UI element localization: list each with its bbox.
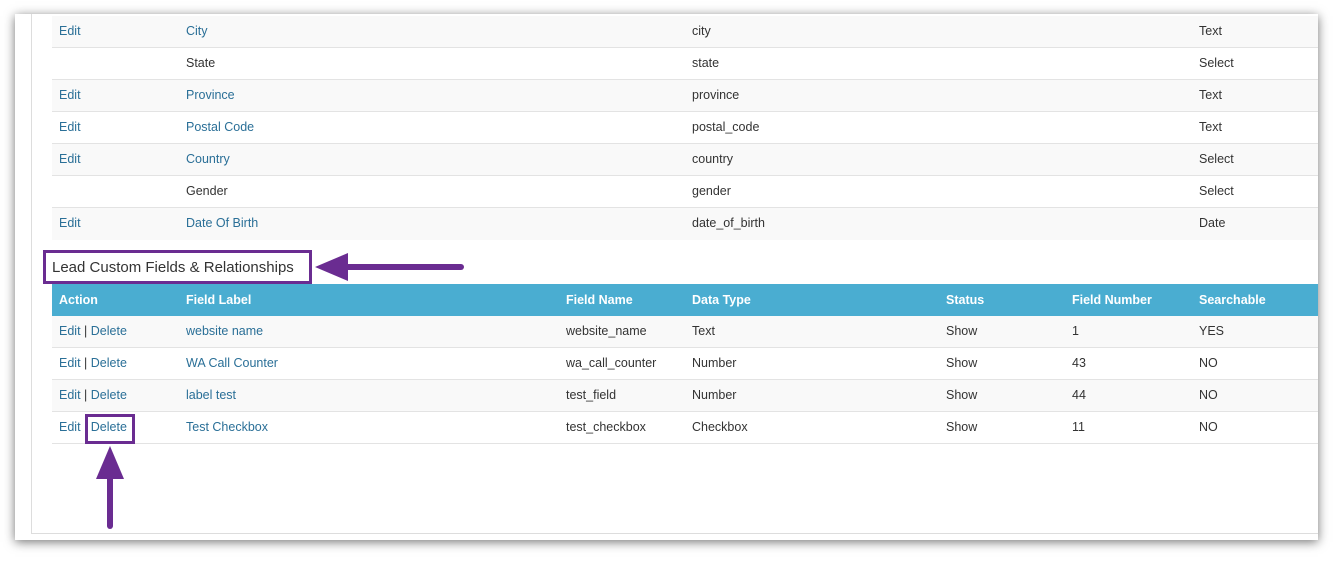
- field-number: 11: [1072, 420, 1085, 434]
- status: Show: [946, 356, 978, 370]
- action-separator: |: [84, 388, 88, 402]
- field-label-link[interactable]: website name: [186, 324, 264, 338]
- custom-fields-table: Edit | Delete website name website_name …: [52, 316, 1318, 444]
- delete-link[interactable]: Delete: [90, 356, 127, 370]
- data-type: Number: [692, 356, 737, 370]
- field-label-link[interactable]: Country: [186, 152, 230, 166]
- field-label-link[interactable]: Date Of Birth: [186, 216, 259, 230]
- field-name: city: [692, 24, 711, 38]
- field-name: test_checkbox: [566, 420, 646, 434]
- edit-link[interactable]: Edit: [59, 388, 81, 402]
- field-number: 43: [1072, 356, 1086, 370]
- annotation-arrows: [96, 253, 464, 529]
- field-name: gender: [692, 184, 731, 198]
- header-field-label: Field Label: [186, 293, 252, 307]
- data-type: Text: [692, 324, 715, 338]
- row-actions: Edit | Delete: [59, 412, 127, 443]
- field-label-link[interactable]: label test: [186, 388, 237, 402]
- header-action: Action: [59, 293, 98, 307]
- data-type: Number: [692, 388, 737, 402]
- up-arrow-icon: [96, 446, 124, 529]
- data-type: Checkbox: [692, 420, 748, 434]
- field-name: country: [692, 152, 733, 166]
- field-name: wa_call_counter: [566, 356, 657, 370]
- field-name: postal_code: [692, 120, 760, 134]
- table-row: Edit | Delete label test test_field Numb…: [52, 380, 1318, 412]
- content-left-border: [31, 14, 32, 533]
- custom-fields-header-row: Action Field Label Field Name Data Type …: [52, 284, 1318, 316]
- status: Show: [946, 324, 978, 338]
- row-actions: Edit | Delete: [59, 380, 127, 411]
- field-name: date_of_birth: [692, 216, 765, 230]
- row-actions: Edit | Delete: [59, 348, 127, 379]
- field-name: test_field: [566, 388, 617, 402]
- field-label: State: [186, 56, 216, 70]
- status: Show: [946, 388, 978, 402]
- field-label-link[interactable]: Province: [186, 88, 235, 102]
- header-status: Status: [946, 293, 985, 307]
- delete-link[interactable]: Delete: [90, 388, 127, 402]
- field-number: 1: [1072, 324, 1079, 338]
- delete-link[interactable]: Delete: [90, 324, 127, 338]
- field-label: Gender: [186, 184, 228, 198]
- left-arrow-icon: [315, 253, 464, 281]
- field-name: website_name: [566, 324, 647, 338]
- field-label-link[interactable]: Test Checkbox: [186, 420, 268, 434]
- edit-link[interactable]: Edit: [59, 152, 81, 166]
- field-type: Text: [1199, 120, 1222, 134]
- edit-link[interactable]: Edit: [59, 356, 81, 370]
- field-type: Select: [1199, 56, 1234, 70]
- table-row: Edit Province province Text: [52, 80, 1318, 112]
- header-searchable: Searchable: [1199, 293, 1266, 307]
- section-title-highlight-box: [43, 250, 312, 284]
- screenshot-frame: Edit City city Text State state Select E…: [15, 14, 1318, 540]
- searchable: NO: [1199, 388, 1218, 402]
- field-name: state: [692, 56, 720, 70]
- searchable: YES: [1199, 324, 1225, 338]
- searchable: NO: [1199, 420, 1218, 434]
- header-field-number: Field Number: [1072, 293, 1152, 307]
- action-separator: |: [84, 324, 88, 338]
- edit-link[interactable]: Edit: [59, 88, 81, 102]
- table-row: Edit | Delete website name website_name …: [52, 316, 1318, 348]
- standard-fields-table: Edit City city Text State state Select E…: [52, 16, 1318, 240]
- status: Show: [946, 420, 978, 434]
- header-data-type: Data Type: [692, 293, 751, 307]
- table-row: Edit Country country Select: [52, 144, 1318, 176]
- field-name: province: [692, 88, 740, 102]
- table-row: Edit Date Of Birth date_of_birth Date: [52, 208, 1318, 240]
- field-type: Select: [1199, 152, 1234, 166]
- header-field-name: Field Name: [566, 293, 633, 307]
- delete-highlight-box: [85, 414, 135, 444]
- field-label-link[interactable]: WA Call Counter: [186, 356, 278, 370]
- section-title: Lead Custom Fields & Relationships: [52, 259, 294, 276]
- table-row: Edit Postal Code postal_code Text: [52, 112, 1318, 144]
- searchable: NO: [1199, 356, 1218, 370]
- field-type: Text: [1199, 24, 1222, 38]
- field-type: Text: [1199, 88, 1222, 102]
- edit-link[interactable]: Edit: [59, 324, 81, 338]
- row-actions: Edit | Delete: [59, 316, 127, 347]
- table-row: Gender gender Select: [52, 176, 1318, 208]
- table-row: Edit City city Text: [52, 16, 1318, 48]
- edit-link[interactable]: Edit: [59, 120, 81, 134]
- table-row: Edit | Delete Test Checkbox test_checkbo…: [52, 412, 1318, 444]
- action-separator: |: [84, 356, 88, 370]
- field-number: 44: [1072, 388, 1086, 402]
- edit-link[interactable]: Edit: [59, 24, 81, 38]
- field-label-link[interactable]: Postal Code: [186, 120, 255, 134]
- field-type: Date: [1199, 216, 1226, 230]
- edit-link[interactable]: Edit: [59, 420, 81, 434]
- field-type: Select: [1199, 184, 1234, 198]
- content-bottom-border: [31, 533, 1318, 534]
- field-label-link[interactable]: City: [186, 24, 208, 38]
- delete-link[interactable]: Delete: [90, 420, 127, 434]
- edit-link[interactable]: Edit: [59, 216, 81, 230]
- table-row: State state Select: [52, 48, 1318, 80]
- table-row: Edit | Delete WA Call Counter wa_call_co…: [52, 348, 1318, 380]
